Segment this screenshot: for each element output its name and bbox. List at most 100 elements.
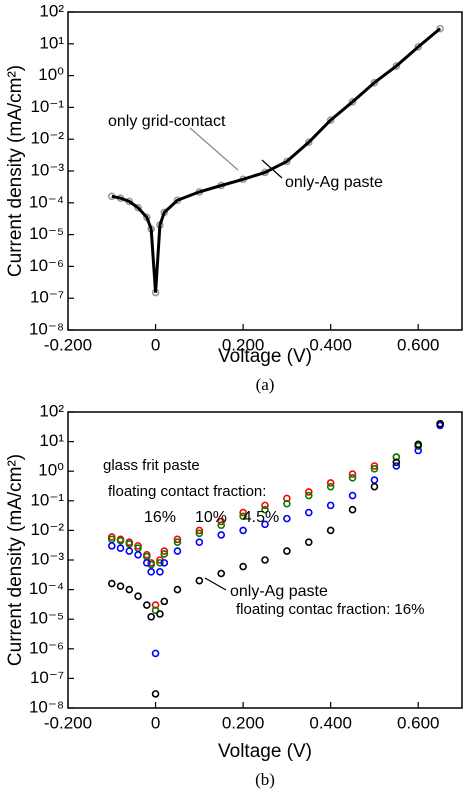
data-point [151, 690, 160, 698]
series-label: only-Ag paste [230, 583, 328, 600]
data-point [116, 544, 125, 553]
data-point [304, 491, 313, 500]
x-tick-label: 0.200 [222, 335, 265, 354]
data-point [134, 203, 142, 212]
data-point [348, 470, 357, 478]
x-tick-label: 0.600 [397, 713, 440, 732]
data-point [147, 560, 155, 569]
data-point [107, 533, 116, 541]
y-tick-label: 10⁻⁴ [29, 579, 64, 598]
data-point [147, 567, 155, 576]
data-point [160, 559, 169, 567]
x-axis-label: Voltage (V) [218, 741, 312, 762]
data-point [217, 569, 226, 578]
data-point [134, 592, 142, 600]
data-point [217, 531, 226, 539]
data-point [156, 567, 164, 576]
y-tick-label: 10⁻⁶ [29, 638, 64, 657]
caption: (b) [255, 770, 275, 789]
data-point [195, 529, 204, 538]
data-point [239, 508, 247, 517]
data-point [239, 562, 247, 571]
data-point [195, 526, 204, 535]
data-point [107, 579, 116, 588]
data-point [304, 488, 313, 496]
data-point [116, 582, 125, 591]
data-point [173, 535, 182, 544]
x-tick-label: 0.400 [309, 713, 352, 732]
data-point [116, 536, 125, 545]
y-axis-label: Current density (mA/cm²) [5, 65, 26, 277]
y-tick-label: 10⁻⁸ [29, 319, 64, 338]
data-point [217, 517, 226, 526]
leader-line [261, 159, 283, 179]
data-point [173, 538, 182, 546]
series-label: only grid-contact [108, 113, 226, 130]
data-point [414, 440, 423, 449]
data-point [151, 606, 160, 615]
y-tick-label: 10⁻⁶ [29, 256, 64, 275]
data-point [326, 116, 335, 124]
data-point [239, 526, 247, 535]
data-point [370, 462, 379, 470]
data-point [348, 98, 357, 106]
chart-panel: 10⁻⁸ 10⁻⁷ 10⁻⁶ 10⁻⁵ 10⁻⁴ 10⁻³ 10⁻² 10⁻¹ 10⁰ 10¹ 10… [5, 1, 463, 394]
chart-panel: 10⁻⁸ 10⁻⁷ 10⁻⁶ 10⁻⁵ 10⁻⁴ 10⁻³ 10⁻² 10⁻¹ 10⁰ 10¹ 10… [5, 401, 463, 789]
data-point [125, 547, 134, 555]
y-tick-label: 10¹ [39, 431, 64, 450]
y-tick-label: 10¹ [39, 33, 64, 52]
series-label: 10% [195, 509, 227, 526]
data-point [151, 649, 160, 658]
x-tick-label: 0.200 [222, 713, 265, 732]
data-point [239, 512, 247, 521]
x-tick-label: 0.600 [397, 335, 440, 354]
y-tick-label: 10⁰ [38, 65, 64, 84]
data-point [283, 547, 291, 555]
y-tick-label: 10⁻¹ [30, 97, 64, 116]
data-point [283, 514, 291, 523]
data-point [134, 542, 142, 550]
data-point [160, 550, 169, 558]
x-tick-label: 0.400 [309, 335, 352, 354]
y-tick-label: 10⁻⁷ [30, 668, 64, 687]
y-tick-label: 10⁻¹ [30, 490, 64, 509]
y-tick-label: 10⁻³ [30, 549, 64, 568]
x-tick-label: 0 [151, 335, 160, 354]
annotation: glass frit paste [103, 457, 200, 474]
y-tick-label: 10² [39, 1, 64, 20]
data-point [160, 547, 169, 555]
leader-line [204, 577, 227, 591]
data-point [160, 597, 169, 606]
data-point [261, 505, 269, 514]
y-axis-label: Current density (mA/cm²) [5, 454, 26, 666]
data-point [147, 613, 155, 621]
data-point [304, 538, 313, 546]
data-point [173, 547, 182, 555]
data-point [392, 458, 401, 467]
x-tick-label: -0.200 [44, 335, 92, 354]
data-point [156, 610, 164, 618]
data-point [143, 559, 151, 567]
data-point [414, 43, 423, 51]
annotation: floating contact fraction: [108, 483, 266, 500]
series-label: 4.5% [243, 509, 279, 526]
y-tick-label: 10⁻⁵ [29, 609, 64, 628]
data-point [370, 465, 379, 473]
data-line [111, 27, 442, 293]
data-point [348, 505, 357, 514]
x-tick-label: -0.200 [44, 713, 92, 732]
y-tick-label: 10⁰ [38, 461, 64, 480]
series-label: only-Ag paste [285, 174, 383, 191]
data-point [370, 78, 379, 87]
leader-line [189, 127, 239, 171]
data-point [156, 559, 164, 567]
y-tick-label: 10⁻⁷ [30, 288, 64, 307]
y-tick-label: 10⁻⁴ [29, 192, 64, 211]
y-tick-label: 10⁻³ [30, 160, 64, 179]
y-tick-label: 10⁻⁵ [29, 224, 64, 243]
data-point [107, 542, 116, 550]
data-point [261, 520, 269, 529]
x-tick-label: 0 [151, 713, 160, 732]
x-axis-label: Voltage (V) [218, 346, 312, 367]
